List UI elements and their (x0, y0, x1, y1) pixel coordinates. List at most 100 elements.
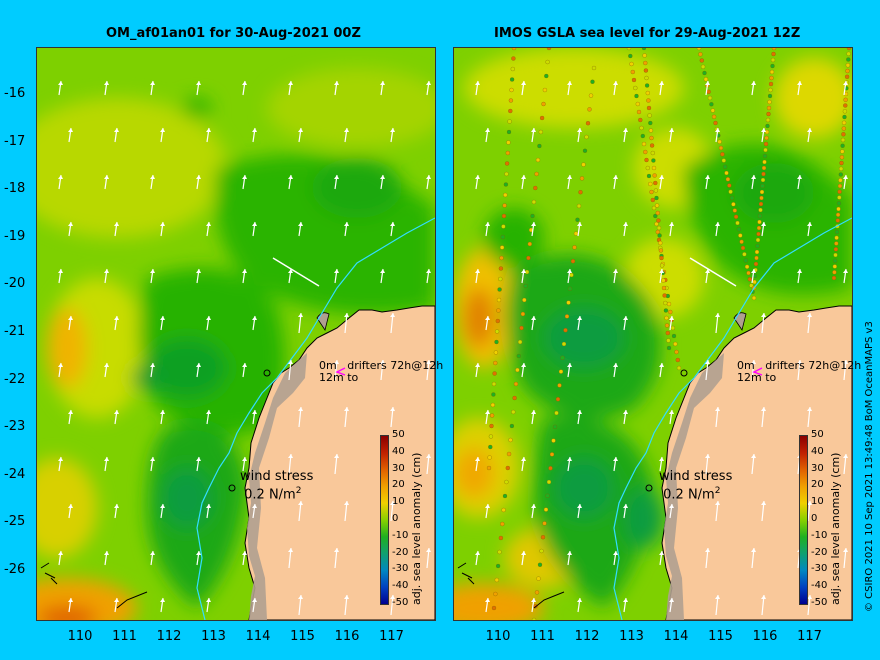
colorbar-tick: 20 (811, 479, 824, 491)
wind-arrow (390, 221, 395, 237)
drifters-label-right: drifters 72h@12h (765, 359, 862, 372)
drifters-depth-left: 0m (319, 359, 337, 372)
drifters-range-right: 12m to (737, 371, 777, 384)
panel-right-title: IMOS GSLA sea level for 29-Aug-2021 12Z (494, 26, 801, 41)
wind-arrow (150, 80, 155, 96)
lon-label-left: 115 (290, 629, 315, 644)
wind-arrow (659, 362, 664, 378)
wind-arrow (104, 80, 109, 96)
wind-arrow (252, 409, 257, 425)
colorbar-tick: 20 (392, 479, 405, 491)
wind-arrow (160, 127, 165, 143)
wind-stress-value-left: 0.2 N/m (244, 487, 296, 503)
wind-arrow (242, 456, 247, 472)
wind-arrow (475, 80, 480, 96)
wind-arrow (715, 406, 720, 428)
wind-arrow (751, 453, 756, 475)
wind-arrow (242, 362, 247, 378)
section-line-left (272, 257, 320, 287)
wind-arrow (160, 597, 165, 613)
wind-arrow (334, 174, 339, 190)
wind-arrow (623, 503, 628, 519)
wind-arrow (623, 127, 628, 143)
wind-arrow (114, 315, 119, 331)
wind-arrow (659, 80, 664, 96)
wind-arrow (344, 127, 349, 143)
colorbar-tick: -50 (392, 597, 409, 608)
wind-arrow (104, 456, 109, 472)
wind-arrow (252, 221, 257, 237)
wind-arrow (567, 80, 572, 96)
wind-arrow (288, 174, 293, 190)
wind-arrow (715, 500, 720, 522)
wind-arrow (807, 312, 812, 334)
wind-arrow (150, 456, 155, 472)
wind-arrow (475, 362, 480, 378)
wind-arrow (206, 503, 211, 519)
wind-arrow (705, 174, 710, 190)
drifters-label-left: drifters 72h@12h (347, 359, 444, 372)
wind-arrow (751, 80, 756, 96)
colorbar-tick: 10 (811, 496, 824, 508)
wind-arrow (659, 174, 664, 190)
wind-arrow (843, 80, 848, 96)
wind-arrow (114, 127, 119, 143)
drifters-depth-right: 0m (737, 359, 755, 372)
wind-arrow (252, 597, 257, 613)
wind-arrow (807, 127, 812, 143)
wind-arrow (68, 221, 73, 237)
lat-label: -22 (4, 371, 26, 387)
wind-arrow (715, 312, 720, 334)
wind-arrow (567, 362, 572, 378)
wind-arrow (68, 597, 73, 613)
wind-arrow (577, 597, 582, 613)
wind-arrow (68, 503, 73, 519)
lon-label-left: 113 (201, 629, 226, 644)
map-panel-right (453, 47, 853, 621)
wind-arrow (613, 362, 618, 378)
wind-arrow (150, 362, 155, 378)
colorbar-tick: -40 (392, 580, 409, 592)
wind-arrow (669, 315, 674, 331)
wind-arrow (380, 174, 385, 190)
lon-label-right: 114 (663, 629, 689, 644)
lon-label-right: 112 (574, 629, 600, 644)
wind-arrow (531, 409, 536, 425)
colorbar-gradient (799, 435, 808, 605)
wind-arrow (334, 359, 339, 381)
wind-arrow (715, 127, 720, 143)
wind-arrow (843, 268, 848, 284)
wind-arrow (613, 80, 618, 96)
wind-stress-label-left: wind stress (240, 469, 314, 484)
wind-arrow (797, 268, 802, 284)
wind-arrow (761, 127, 766, 143)
wind-arrow (531, 315, 536, 331)
colorbar-tick: 50 (392, 429, 405, 440)
wind-arrow (623, 315, 628, 331)
wind-arrow (485, 597, 490, 613)
wind-arrow (807, 500, 812, 522)
wind-arrow (58, 550, 63, 566)
wind-arrow (577, 503, 582, 519)
wind-arrow (298, 500, 303, 522)
colorbar-tick: 0 (811, 513, 818, 524)
lat-label: -19 (4, 228, 26, 244)
credit-text: © CSIRO 2021 10 Sep 2021 13:49:48 BoM Oc… (864, 321, 875, 612)
wind-arrow (797, 174, 802, 190)
colorbar-tick: 30 (392, 462, 405, 474)
lon-label-left: 112 (156, 629, 182, 644)
wind-arrow (705, 359, 710, 381)
wind-arrow (567, 550, 572, 566)
wind-arrow (160, 409, 165, 425)
wind-arrow (68, 127, 73, 143)
wind-arrow (807, 406, 812, 428)
wind-arrow (380, 359, 385, 381)
wind-arrow (567, 456, 572, 472)
wind-stress-legend-right: wind stress 0.2 N/m2 (659, 470, 732, 502)
wind-arrow (298, 221, 303, 237)
lat-label: -18 (4, 181, 26, 197)
wind-arrow (623, 597, 628, 613)
wind-arrow (242, 174, 247, 190)
wind-arrow (521, 550, 526, 566)
wind-arrow (334, 547, 339, 569)
